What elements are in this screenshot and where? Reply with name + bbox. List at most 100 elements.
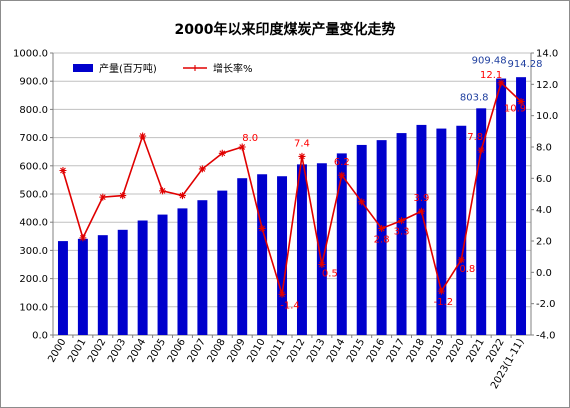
line-point	[298, 152, 306, 160]
y-left-tick-label: 200.0	[19, 274, 48, 285]
line-point	[278, 290, 286, 298]
y-right-tick-label: 10.0	[536, 111, 558, 122]
bar	[197, 200, 208, 335]
x-tick-label: 2008	[206, 337, 228, 365]
x-tick-label: 2006	[166, 337, 188, 365]
y-right-tick-label: 0.0	[536, 268, 552, 279]
x-tick-label: 2011	[265, 337, 287, 365]
y-left-tick-label: 500.0	[19, 190, 48, 201]
bar	[277, 176, 288, 335]
line-data-label: -1.4	[280, 300, 300, 311]
y-left-tick-label: 700.0	[19, 133, 48, 144]
line-point	[99, 193, 107, 201]
bar	[177, 208, 188, 335]
bar	[476, 108, 487, 335]
x-tick-label: 2004	[126, 337, 148, 365]
legend-line-marker	[192, 65, 198, 71]
x-tick-label: 2018	[405, 337, 427, 365]
bar	[376, 140, 387, 335]
line-point	[457, 256, 465, 264]
y-right-tick-label: 4.0	[536, 205, 552, 216]
bar	[257, 174, 268, 335]
x-tick-label: 2007	[186, 337, 208, 365]
line-data-label: 3.9	[414, 193, 430, 204]
x-tick-label: 2010	[245, 337, 267, 365]
bar	[316, 163, 327, 335]
x-tick-label: 2014	[325, 337, 347, 365]
line-data-label: 10.9	[504, 104, 526, 115]
y-left-tick-label: 600.0	[19, 161, 48, 172]
y-right-tick-label: 2.0	[536, 237, 552, 248]
x-tick-label: 2005	[146, 337, 168, 365]
x-tick-label: 2002	[86, 337, 108, 365]
line-point	[119, 192, 127, 200]
y-left-tick-label: 800.0	[19, 105, 48, 116]
bar-data-label: 909.48	[472, 56, 507, 67]
y-left-tick-label: 100.0	[19, 302, 48, 313]
bar	[496, 78, 507, 335]
line-point	[497, 79, 505, 87]
bar	[217, 190, 228, 335]
y-right-tick-label: 12.0	[536, 80, 558, 91]
bar-data-label: 803.8	[460, 92, 489, 103]
x-tick-label: 2000	[46, 337, 68, 365]
line-point	[258, 224, 266, 232]
legend-bar-label: 产量(百万吨)	[99, 62, 157, 75]
bar	[57, 241, 68, 335]
y-left-tick-label: 300.0	[19, 246, 48, 257]
line-point	[378, 224, 386, 232]
line-point	[218, 149, 226, 157]
line-data-label: 8.0	[242, 133, 258, 144]
line-data-label: 0.8	[459, 264, 475, 275]
x-tick-label: 2017	[385, 337, 407, 365]
y-left-tick-label: 900.0	[19, 77, 48, 88]
bar	[396, 133, 407, 335]
line-data-label: -1.2	[434, 297, 454, 308]
bar	[77, 238, 88, 335]
x-tick-label: 2009	[226, 337, 248, 365]
line-point	[79, 234, 87, 242]
legend-line-label: 增长率%	[213, 62, 253, 75]
growth-line	[62, 81, 522, 295]
bar	[356, 144, 367, 335]
bar	[296, 164, 307, 335]
line-point	[517, 98, 525, 106]
bar	[97, 235, 108, 335]
x-tick-label: 2016	[365, 337, 387, 365]
x-tick-label: 2003	[106, 337, 128, 365]
line-data-label: 7.8	[467, 132, 483, 143]
line-data-label: 7.4	[294, 138, 310, 149]
x-tick-label: 2013	[305, 337, 327, 365]
line-point	[159, 187, 167, 195]
chart-title: 2000年以来印度煤炭产量变化走势	[174, 22, 396, 38]
bar	[336, 153, 347, 335]
bar	[436, 128, 447, 335]
bar-data-label: 914.28	[508, 59, 543, 70]
x-tick-label: 2019	[425, 337, 447, 365]
line-point	[398, 217, 406, 225]
line-data-label: 3.3	[394, 227, 410, 238]
line-data-label: 6.2	[334, 157, 350, 168]
bar	[456, 125, 467, 335]
line-point	[417, 207, 425, 215]
bar	[237, 178, 248, 335]
line-point	[59, 167, 67, 174]
line-point	[477, 146, 485, 154]
y-left-tick-label: 400.0	[19, 218, 48, 229]
line-point	[178, 192, 186, 200]
y-right-tick-label: 6.0	[536, 174, 552, 185]
line-point	[238, 143, 246, 151]
line-point	[338, 171, 346, 179]
line-point	[318, 261, 326, 268]
x-tick-label: 2001	[66, 337, 88, 365]
y-right-tick-label: -4.0	[536, 331, 556, 342]
bar	[516, 77, 527, 336]
line-point	[139, 132, 147, 140]
x-tick-label: 2015	[345, 337, 367, 365]
bar	[117, 229, 128, 335]
y-left-tick-label: 1000.0	[13, 49, 48, 60]
x-tick-label: 2021	[465, 337, 487, 365]
x-tick-label: 2020	[445, 337, 467, 365]
